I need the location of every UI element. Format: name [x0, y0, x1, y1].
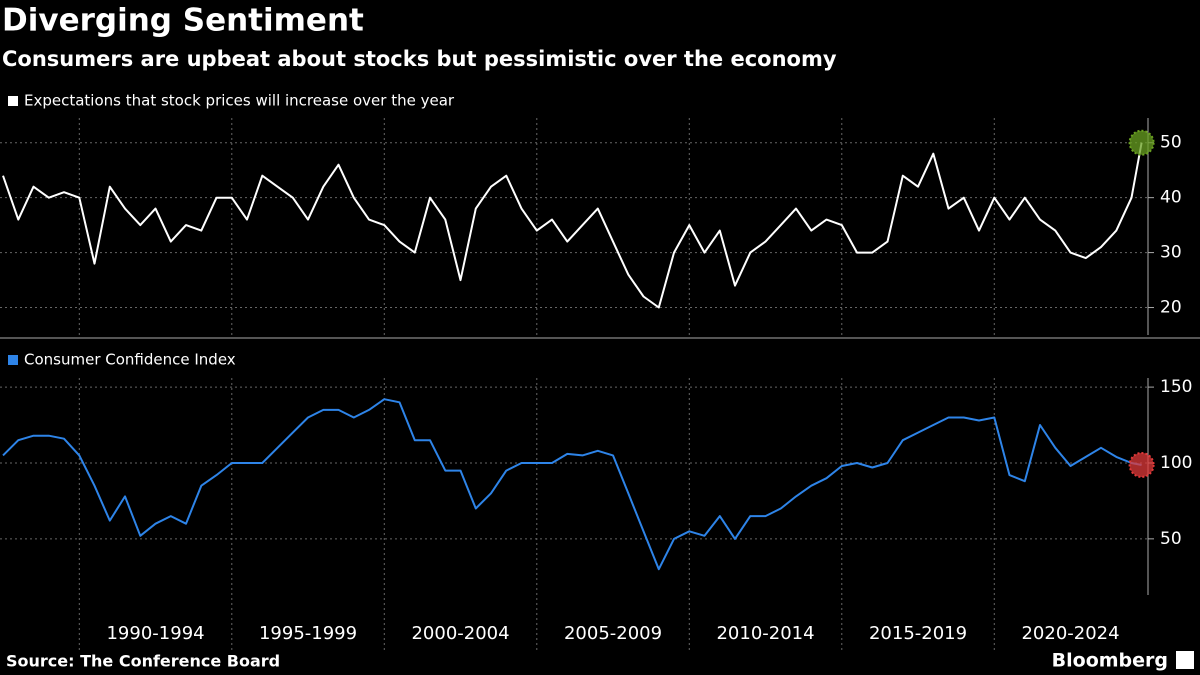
legend-swatch [8, 96, 18, 106]
y-tick-label: 100 [1160, 453, 1192, 473]
x-tick-label: 1990-1994 [106, 623, 204, 644]
y-tick-label: 40 [1160, 188, 1182, 208]
y-tick-label: 20 [1160, 298, 1182, 318]
source: Source: The Conference Board [6, 652, 280, 671]
y-tick-label: 150 [1160, 377, 1192, 397]
latest-point-marker [1128, 129, 1155, 156]
x-tick-label: 1995-1999 [259, 623, 357, 644]
x-tick-label: 2020-2024 [1021, 623, 1119, 644]
y-tick-label: 50 [1160, 529, 1182, 549]
y-tick-label: 50 [1160, 133, 1182, 153]
y-tick-label: 30 [1160, 243, 1182, 263]
x-tick-label: 2000-2004 [411, 623, 509, 644]
legend-label: Consumer Confidence Index [24, 351, 236, 369]
brand-icon [1176, 651, 1194, 669]
x-tick-label: 2015-2019 [869, 623, 967, 644]
legend-label: Expectations that stock prices will incr… [24, 92, 455, 110]
legend-swatch [8, 355, 18, 365]
x-tick-label: 2005-2009 [564, 623, 662, 644]
data-line [2, 142, 1143, 309]
chart-title: Diverging Sentiment [2, 3, 364, 39]
x-tick-label: 2010-2014 [716, 623, 814, 644]
brand: Bloomberg [1052, 650, 1168, 672]
data-line [2, 398, 1142, 571]
chart-subtitle: Consumers are upbeat about stocks but pe… [2, 47, 837, 71]
latest-point-marker [1128, 451, 1155, 478]
